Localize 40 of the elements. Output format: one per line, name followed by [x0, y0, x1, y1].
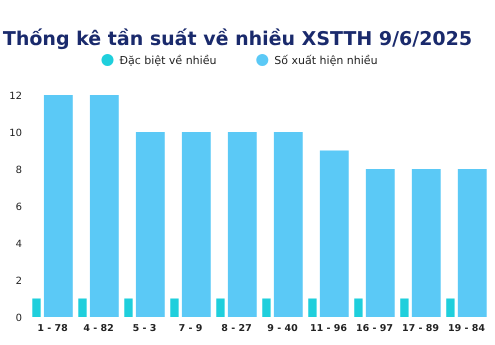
bar [44, 95, 73, 317]
y-tick-label: 8 [16, 165, 22, 176]
x-tick-label: 8 - 27 [221, 323, 252, 334]
bar [136, 132, 165, 317]
y-tick-label: 10 [9, 128, 22, 139]
bar [446, 298, 455, 317]
x-tick-label: 17 - 89 [402, 323, 439, 334]
x-tick-label: 11 - 96 [310, 323, 348, 334]
bar [216, 298, 225, 317]
bar [366, 169, 395, 317]
x-tick-label: 1 - 78 [37, 323, 68, 334]
x-tick-label: 19 - 84 [448, 323, 486, 334]
x-tick-label: 16 - 97 [356, 323, 393, 334]
bar [262, 298, 271, 317]
bar [412, 169, 441, 317]
bar [274, 132, 303, 317]
x-tick-label: 5 - 3 [132, 323, 156, 334]
y-tick-label: 6 [16, 202, 22, 213]
bar [228, 132, 257, 317]
bar [124, 298, 133, 317]
legend-label: Số xuất hiện nhiều [274, 54, 378, 67]
x-tick-label: 7 - 9 [178, 323, 202, 334]
bar [32, 298, 41, 317]
bar [354, 298, 363, 317]
y-tick-label: 4 [16, 239, 22, 250]
x-tick-label: 9 - 40 [267, 323, 298, 334]
bar [78, 298, 87, 317]
bar [320, 150, 349, 317]
legend-label: Đặc biệt về nhiều [120, 54, 216, 67]
x-tick-label: 4 - 82 [83, 323, 114, 334]
y-tick-label: 2 [16, 276, 22, 287]
y-tick-label: 12 [9, 91, 22, 102]
bar [308, 298, 317, 317]
bar [400, 298, 409, 317]
bar [458, 169, 487, 317]
bar [182, 132, 211, 317]
chart-title: Thống kê tần suất về nhiều XSTTH 9/6/2025 [2, 28, 472, 50]
y-tick-label: 0 [16, 313, 22, 324]
bar [170, 298, 179, 317]
bar [90, 95, 119, 317]
